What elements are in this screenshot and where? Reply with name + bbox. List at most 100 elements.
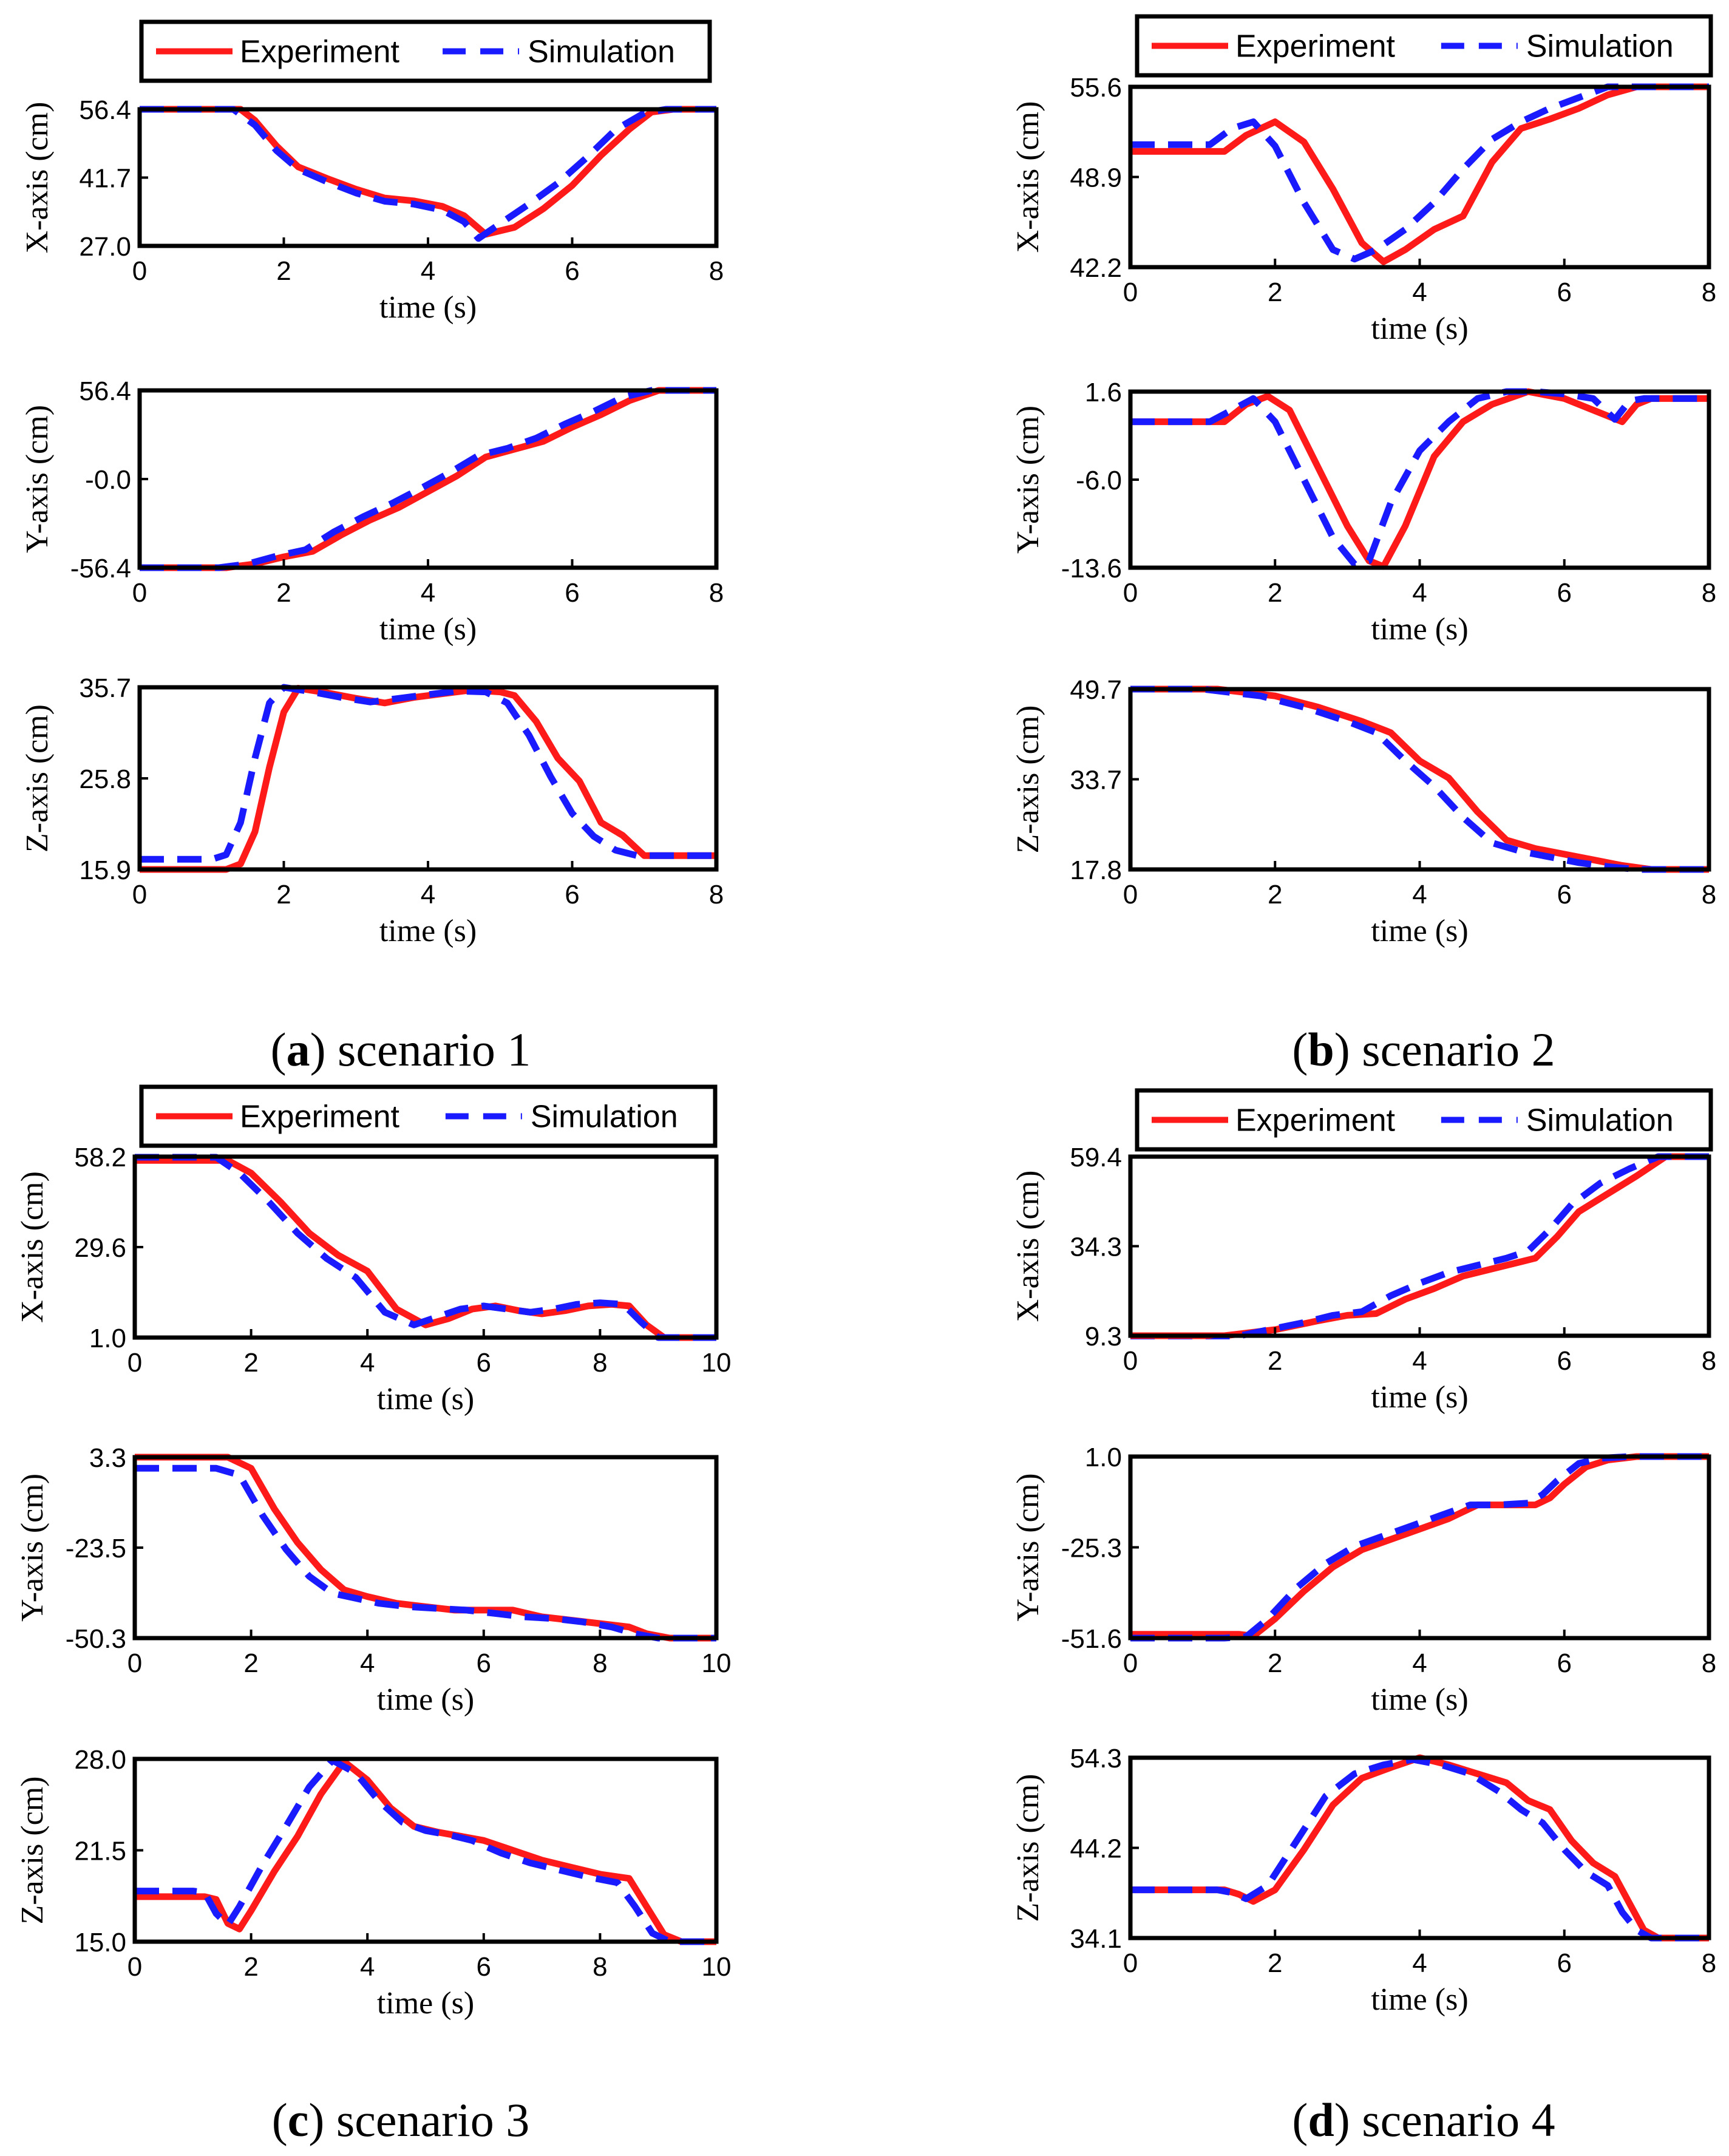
y-tick-label: 58.2 bbox=[74, 1143, 126, 1172]
subplot-a-y: 0 2 4 6 8 56.4 -0.0 -56.4 Y-axis (cm) time (s) bbox=[20, 376, 724, 647]
caption-letter: a bbox=[287, 1023, 310, 1076]
y-tick-label: -23.5 bbox=[66, 1534, 126, 1563]
subplot-b-z: 0 2 4 6 8 49.7 33.7 17.8 Z-axis (cm) time (s) bbox=[1011, 675, 1716, 948]
x-axis-label: time (s) bbox=[1371, 1982, 1468, 2017]
x-tick-label: 2 bbox=[1268, 1346, 1282, 1376]
y-tick-label: 34.3 bbox=[1070, 1233, 1122, 1262]
x-tick-label: 0 bbox=[127, 1348, 142, 1378]
x-axis-label: time (s) bbox=[1371, 612, 1468, 647]
caption-text: ) scenario 4 bbox=[1334, 2093, 1555, 2146]
x-tick-label: 8 bbox=[709, 880, 724, 910]
x-tick-label: 10 bbox=[702, 1648, 732, 1678]
panel-c: Experiment Simulation 0 2 4 6 8 10 58.2 29.6 1.0 X-… bbox=[15, 1084, 732, 2146]
legend-box bbox=[139, 19, 712, 83]
x-axis-label: time (s) bbox=[1371, 914, 1468, 948]
x-axis-label: time (s) bbox=[379, 612, 477, 647]
x-tick-label: 2 bbox=[243, 1648, 258, 1678]
x-tick-label: 8 bbox=[593, 1648, 607, 1678]
x-tick-label: 6 bbox=[477, 1348, 491, 1378]
x-tick-label: 4 bbox=[1412, 880, 1427, 910]
y-tick-label: 25.8 bbox=[79, 764, 131, 794]
axes-box bbox=[1128, 1454, 1711, 1641]
x-tick-label: 0 bbox=[1123, 277, 1138, 307]
x-tick-label: 6 bbox=[477, 1952, 491, 1982]
y-axis-label: Z-axis (cm) bbox=[15, 1776, 50, 1924]
panel-caption: (c) scenario 3 bbox=[272, 2093, 529, 2146]
legend-experiment-label: Experiment bbox=[1235, 1103, 1396, 1138]
axes-box bbox=[1128, 687, 1711, 872]
subplot-d-y: 0 2 4 6 8 1.0 -25.3 -51.6 Y-axis (cm) time (s) bbox=[1011, 1443, 1716, 1717]
x-tick-label: 8 bbox=[709, 256, 724, 286]
y-axis-label: Y-axis (cm) bbox=[1011, 1473, 1045, 1621]
x-tick-label: 4 bbox=[421, 880, 435, 910]
series-experiment bbox=[1130, 1153, 1709, 1339]
legend-experiment-label: Experiment bbox=[240, 35, 400, 70]
y-axis-label: Z-axis (cm) bbox=[1011, 1773, 1045, 1922]
x-tick-label: 4 bbox=[421, 256, 435, 286]
x-tick-label: 10 bbox=[702, 1952, 732, 1982]
series-experiment bbox=[140, 106, 716, 238]
x-tick-label: 0 bbox=[132, 256, 147, 286]
panel-caption: (b) scenario 2 bbox=[1292, 1023, 1555, 1076]
series-simulation bbox=[1130, 388, 1709, 568]
y-axis-label: Z-axis (cm) bbox=[20, 704, 55, 852]
subplot-b-y: 0 2 4 6 8 1.6 -6.0 -13.6 Y-axis (cm) time (s) bbox=[1011, 378, 1716, 647]
x-tick-label: 2 bbox=[1268, 578, 1282, 608]
x-tick-label: 10 bbox=[702, 1348, 732, 1378]
legend-simulation-label: Simulation bbox=[531, 1100, 678, 1135]
y-tick-label: -56.4 bbox=[70, 554, 131, 583]
x-tick-label: 0 bbox=[1123, 1948, 1138, 1978]
x-axis-label: time (s) bbox=[1371, 311, 1468, 346]
x-tick-label: 4 bbox=[360, 1648, 375, 1678]
panel-a: Experiment Simulation 0 2 4 6 8 56.4 41.7 27.0 X-a… bbox=[20, 19, 724, 1076]
x-axis-label: time (s) bbox=[379, 914, 477, 948]
y-tick-label: 15.9 bbox=[79, 855, 131, 885]
y-tick-label: 1.0 bbox=[1085, 1443, 1122, 1472]
series-simulation bbox=[1130, 1453, 1709, 1642]
axes-box bbox=[137, 388, 719, 570]
caption-letter: d bbox=[1308, 2093, 1334, 2146]
series-simulation bbox=[1130, 685, 1709, 873]
series-simulation bbox=[1130, 1153, 1709, 1339]
panel-d: Experiment Simulation 0 2 4 6 8 59.4 34.3 9.3 X-ax… bbox=[1011, 1088, 1716, 2146]
y-axis-label: Y-axis (cm) bbox=[1011, 406, 1045, 554]
subplot-a-x: 0 2 4 6 8 56.4 41.7 27.0 X-axis (cm) time (s) bbox=[20, 95, 724, 325]
y-tick-label: 55.6 bbox=[1070, 73, 1122, 103]
y-tick-label: 42.2 bbox=[1070, 253, 1122, 283]
series-experiment bbox=[135, 1758, 716, 1945]
legend: Experiment Simulation bbox=[1135, 14, 1713, 78]
series-experiment bbox=[1130, 685, 1709, 873]
x-tick-label: 8 bbox=[1702, 1346, 1716, 1376]
x-tick-label: 8 bbox=[709, 578, 724, 608]
x-tick-label: 2 bbox=[1268, 880, 1282, 910]
panel-caption: (d) scenario 4 bbox=[1292, 2093, 1555, 2146]
x-tick-label: 4 bbox=[1412, 1648, 1427, 1678]
y-tick-label: 44.2 bbox=[1070, 1834, 1122, 1864]
caption-letter: b bbox=[1308, 1023, 1334, 1076]
series-experiment bbox=[1130, 1453, 1709, 1640]
x-tick-label: 0 bbox=[132, 880, 147, 910]
y-axis-label: X-axis (cm) bbox=[15, 1171, 50, 1323]
x-tick-label: 2 bbox=[1268, 277, 1282, 307]
x-tick-label: 6 bbox=[565, 578, 579, 608]
subplot-d-z: 0 2 4 6 8 54.3 44.2 34.1 Z-axis (cm) time (s) bbox=[1011, 1744, 1716, 2017]
series-simulation bbox=[1130, 83, 1709, 263]
y-tick-label: -13.6 bbox=[1061, 554, 1122, 583]
y-tick-label: 35.7 bbox=[79, 673, 131, 703]
subplot-c-z: 0 2 4 6 8 10 28.0 21.5 15.0 Z-axis (cm) time (s) bbox=[15, 1745, 731, 2021]
legend-box bbox=[1135, 1088, 1713, 1152]
x-axis-label: time (s) bbox=[377, 1986, 474, 2021]
y-tick-label: 49.7 bbox=[1070, 675, 1122, 705]
x-axis-label: time (s) bbox=[379, 290, 477, 325]
x-tick-label: 2 bbox=[276, 256, 291, 286]
y-tick-label: 15.0 bbox=[74, 1928, 126, 1957]
y-tick-label: -50.3 bbox=[66, 1624, 126, 1654]
x-tick-label: 6 bbox=[1557, 1346, 1572, 1376]
series-simulation bbox=[135, 1154, 716, 1341]
y-tick-label: 41.7 bbox=[79, 164, 131, 194]
caption-text: ) scenario 2 bbox=[1334, 1023, 1555, 1076]
panel-b: Experiment Simulation 0 2 4 6 8 55.6 48.9 42.2 X-a… bbox=[1011, 14, 1716, 1076]
x-tick-label: 4 bbox=[421, 578, 435, 608]
x-tick-label: 0 bbox=[1123, 1648, 1138, 1678]
x-tick-label: 6 bbox=[1557, 880, 1572, 910]
